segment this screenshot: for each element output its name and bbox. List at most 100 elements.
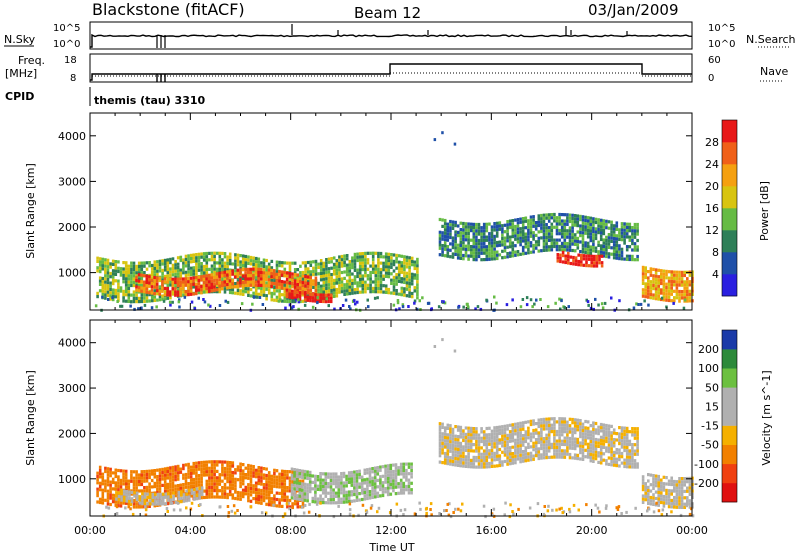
data-cell bbox=[438, 230, 442, 234]
data-cell bbox=[148, 299, 151, 303]
data-cell bbox=[156, 487, 159, 491]
data-cell bbox=[511, 439, 515, 443]
data-cell bbox=[542, 453, 546, 457]
data-cell bbox=[540, 424, 543, 428]
data-cell bbox=[293, 277, 297, 281]
data-cell bbox=[127, 299, 131, 303]
data-cell bbox=[301, 479, 305, 483]
data-cell bbox=[594, 220, 598, 225]
data-cell bbox=[166, 290, 169, 294]
data-cell bbox=[573, 418, 577, 422]
data-cell bbox=[124, 277, 128, 281]
data-cell bbox=[667, 279, 671, 283]
data-cell bbox=[275, 266, 279, 271]
data-cell bbox=[356, 274, 359, 279]
data-cell bbox=[275, 275, 279, 280]
data-cell bbox=[612, 249, 616, 253]
data-cell bbox=[338, 287, 341, 291]
data-cell bbox=[534, 422, 538, 426]
data-cell bbox=[501, 224, 504, 228]
data-cell bbox=[303, 498, 307, 502]
data-cell bbox=[275, 263, 279, 267]
data-cell bbox=[459, 221, 463, 225]
data-cell bbox=[171, 273, 175, 277]
data-cell bbox=[459, 429, 463, 433]
data-cell bbox=[545, 452, 548, 456]
data-cell bbox=[540, 453, 543, 457]
data-cell bbox=[589, 436, 593, 440]
data-cell bbox=[610, 233, 613, 237]
data-cell bbox=[114, 269, 118, 273]
data-cell bbox=[576, 240, 580, 244]
data-cell bbox=[345, 266, 349, 270]
data-cell bbox=[503, 249, 507, 253]
data-cell bbox=[275, 298, 279, 303]
data-cell bbox=[379, 468, 382, 472]
data-cell bbox=[563, 442, 567, 447]
data-cell bbox=[475, 254, 478, 259]
data-cell bbox=[503, 431, 507, 435]
data-cell bbox=[390, 281, 393, 285]
data-cell bbox=[405, 258, 409, 263]
data-cell bbox=[148, 488, 151, 492]
data-cell bbox=[277, 299, 281, 303]
data-cell bbox=[156, 468, 159, 472]
data-cell bbox=[389, 476, 393, 480]
data-cell bbox=[321, 497, 325, 501]
data-cell bbox=[114, 292, 118, 296]
data-cell bbox=[514, 228, 517, 232]
data-cell bbox=[221, 264, 224, 268]
data-cell bbox=[413, 263, 417, 267]
data-cell bbox=[508, 439, 512, 443]
data-cell bbox=[283, 286, 286, 291]
data-cell bbox=[514, 237, 517, 241]
data-cell bbox=[145, 287, 149, 291]
data-cell bbox=[348, 266, 352, 270]
data-cell bbox=[594, 421, 598, 426]
data-cell bbox=[537, 450, 541, 454]
data-cell bbox=[566, 219, 569, 223]
data-cell bbox=[192, 481, 196, 485]
data-cell bbox=[555, 455, 559, 459]
data-cell bbox=[379, 494, 382, 498]
data-cell bbox=[472, 455, 476, 459]
data-cell bbox=[503, 246, 507, 250]
data-cell bbox=[241, 286, 245, 290]
data-cell bbox=[213, 495, 216, 499]
data-cell bbox=[208, 489, 211, 493]
data-cell bbox=[511, 222, 515, 226]
data-cell bbox=[166, 489, 170, 493]
data-cell bbox=[686, 299, 689, 303]
data-cell bbox=[540, 443, 543, 447]
data-cell bbox=[246, 267, 250, 271]
data-cell bbox=[218, 482, 222, 486]
data-cell bbox=[312, 269, 315, 273]
data-cell bbox=[174, 474, 177, 479]
data-cell bbox=[560, 225, 564, 229]
data-cell bbox=[542, 242, 546, 246]
data-cell bbox=[308, 486, 312, 490]
data-cell bbox=[349, 307, 352, 311]
data-cell bbox=[179, 274, 183, 279]
data-cell bbox=[197, 291, 201, 295]
data-cell bbox=[142, 286, 146, 291]
data-cell bbox=[283, 274, 286, 278]
data-cell bbox=[592, 450, 595, 454]
data-cell bbox=[208, 495, 211, 499]
data-cell bbox=[226, 286, 229, 290]
data-cell bbox=[176, 280, 180, 284]
data-cell bbox=[187, 495, 191, 499]
data-cell bbox=[503, 443, 507, 448]
data-cell bbox=[325, 258, 328, 262]
data-cell bbox=[142, 283, 146, 287]
data-cell bbox=[516, 438, 520, 442]
data-cell bbox=[408, 272, 411, 276]
data-cell bbox=[132, 296, 136, 300]
data-cell bbox=[581, 215, 585, 219]
data-cell bbox=[534, 246, 538, 250]
data-cell bbox=[443, 247, 447, 251]
data-cell bbox=[503, 255, 507, 259]
data-cell bbox=[628, 245, 632, 249]
data-cell bbox=[107, 298, 110, 301]
data-cell bbox=[228, 480, 232, 484]
